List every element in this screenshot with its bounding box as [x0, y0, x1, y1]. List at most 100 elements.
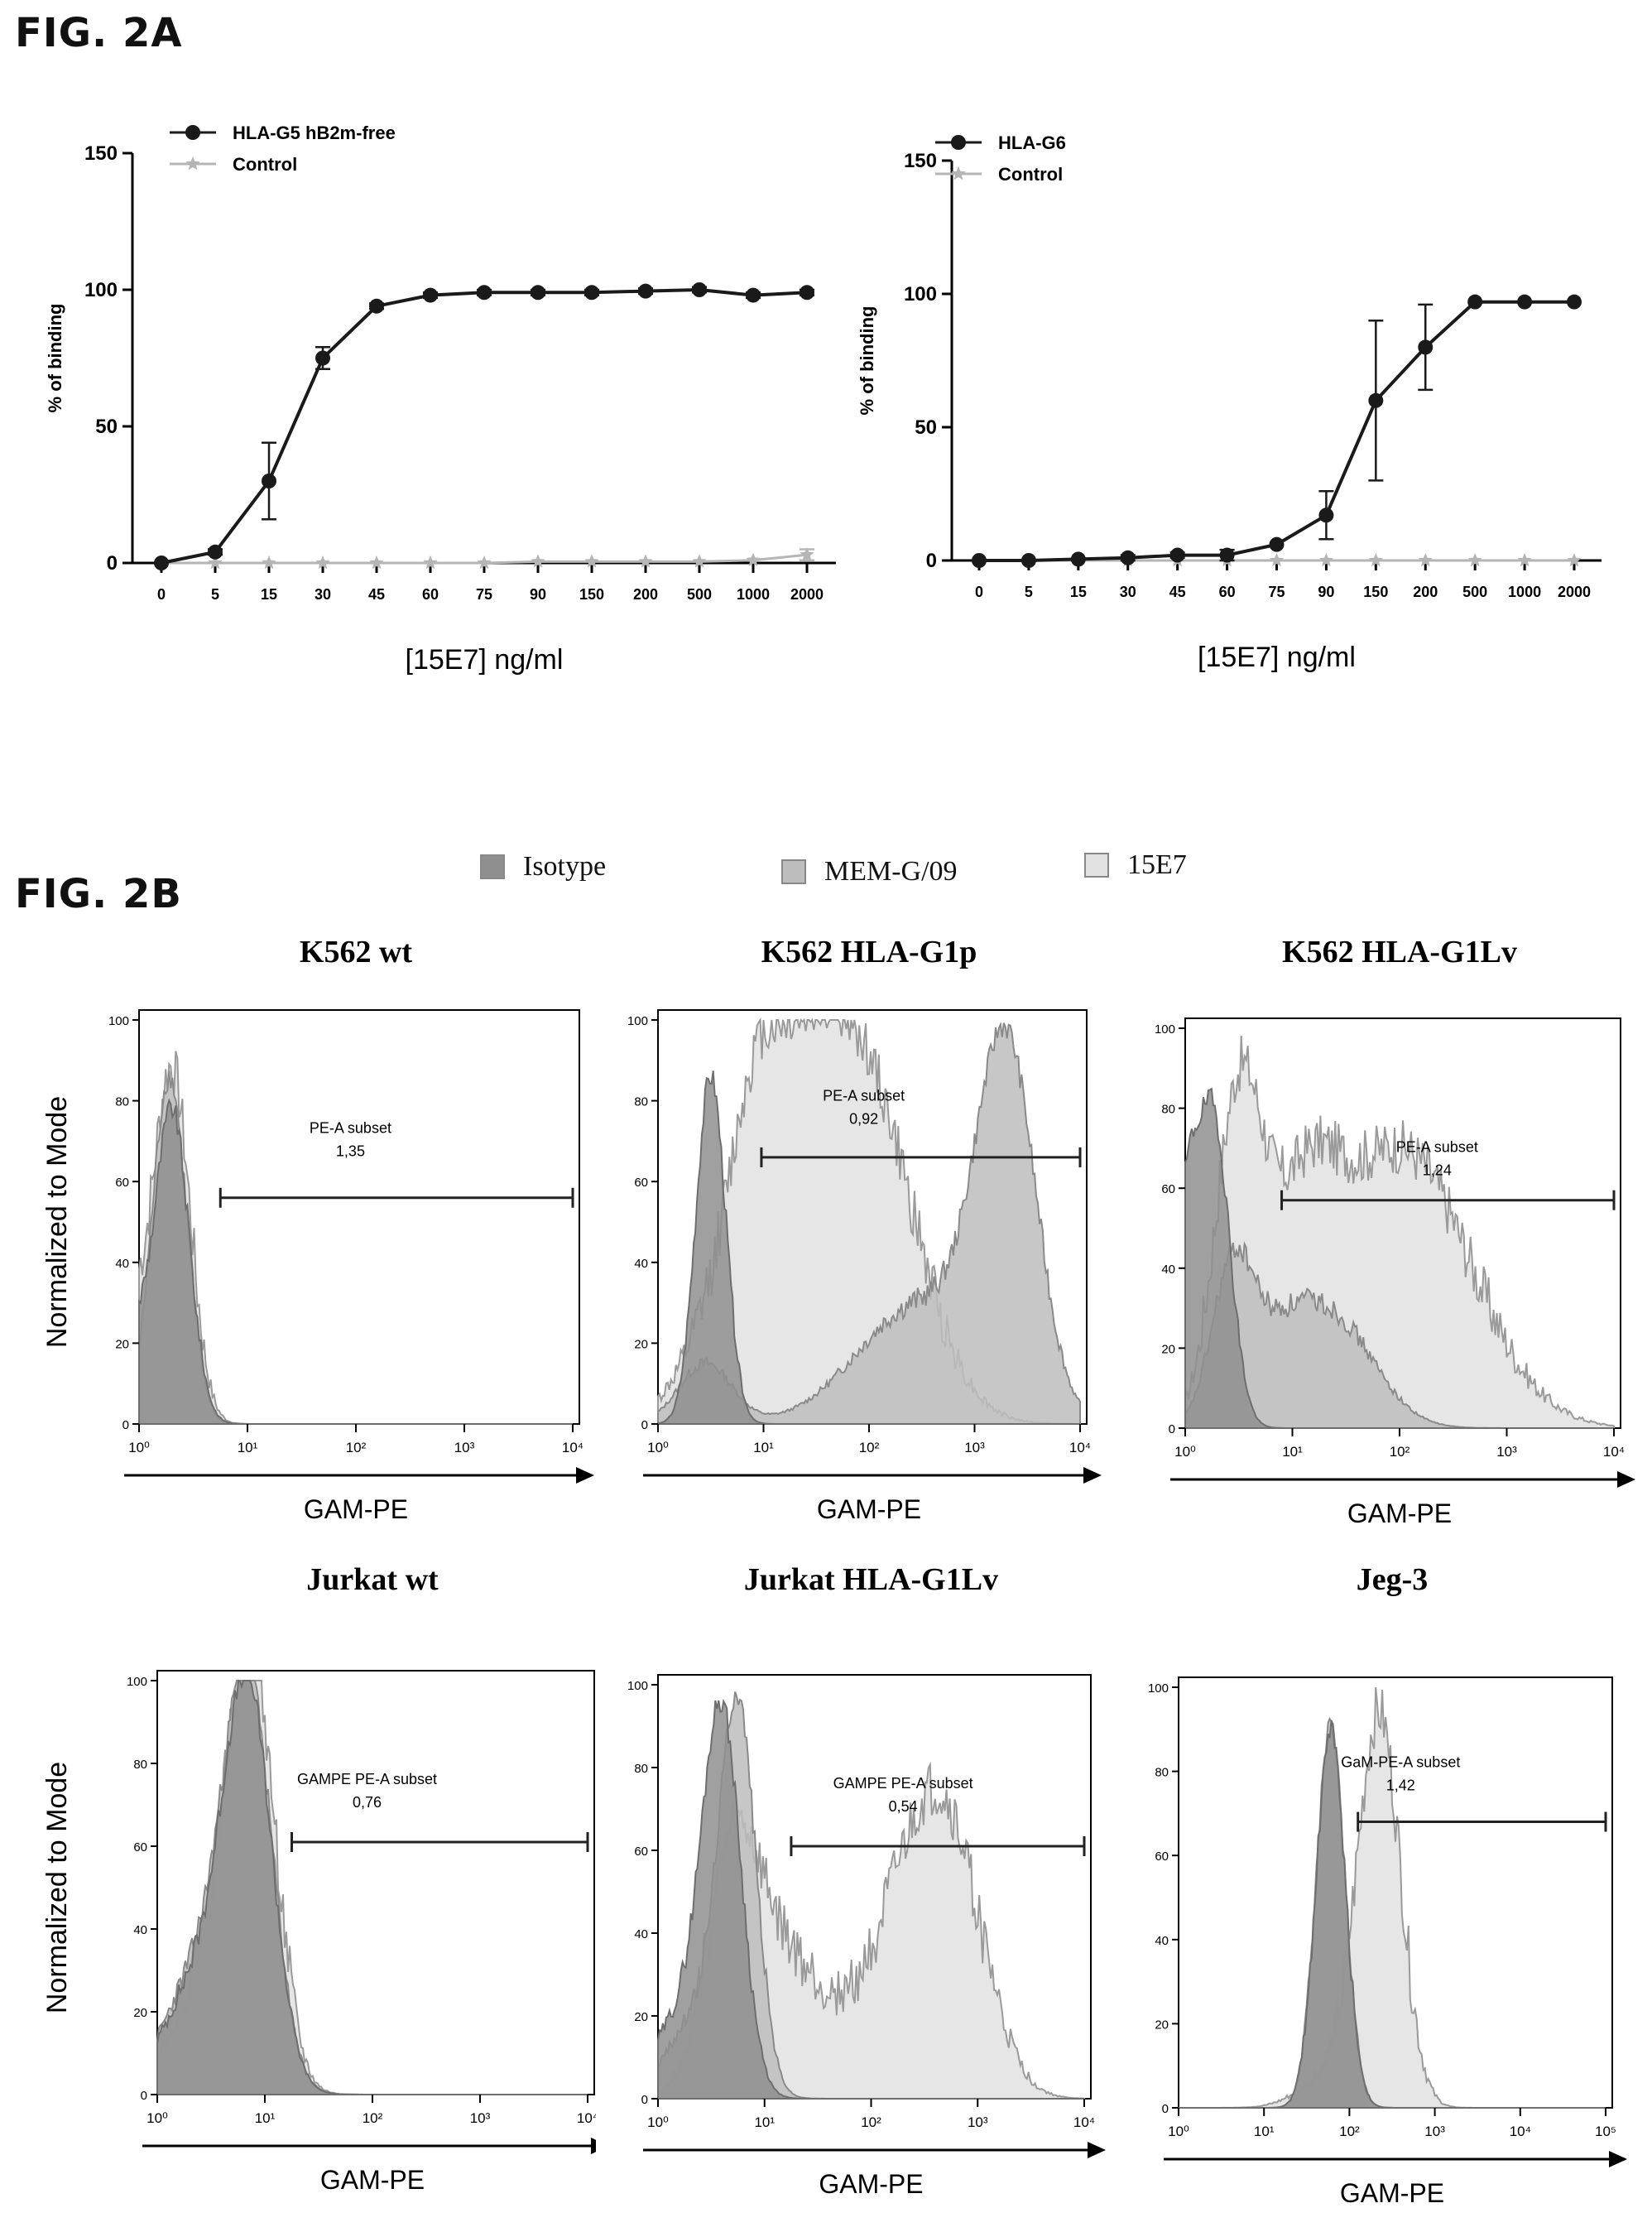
legend-marker	[185, 125, 200, 140]
data-point	[746, 552, 761, 566]
histogram-iso	[1179, 1720, 1606, 2109]
isotype-swatch	[480, 854, 505, 879]
x-tick-label: 2000	[1558, 584, 1591, 600]
gate-label: GaM-PE-A subset	[1341, 1754, 1460, 1771]
y-tick-label: 0	[1162, 2102, 1169, 2116]
x-tick-label: 5	[1025, 584, 1033, 600]
panel-title: K562 wt	[300, 935, 413, 969]
y-tick-label: 150	[84, 142, 118, 165]
y-tick-label: 80	[115, 1095, 129, 1109]
data-point	[315, 350, 330, 366]
legend-marker	[951, 135, 966, 150]
data-point	[1269, 536, 1285, 552]
x-tick-label: 15	[1070, 584, 1087, 600]
data-point	[1418, 339, 1433, 355]
gate-value: 0,76	[353, 1794, 382, 1811]
data-point	[1169, 547, 1185, 563]
data-point	[154, 556, 169, 570]
y-tick-label: 0	[926, 550, 937, 572]
y-tick-label: 0	[641, 1418, 648, 1432]
histogram-iso	[156, 1679, 588, 2095]
y-tick-label: 50	[915, 416, 937, 439]
y-tick-label: 100	[904, 283, 937, 305]
y-tick-label: 60	[115, 1176, 129, 1190]
data-point	[423, 556, 438, 570]
y-tick-label: 40	[1155, 1934, 1169, 1948]
legend-isotype-label: Isotype	[523, 851, 607, 882]
x-tick-label: 1000	[1508, 584, 1541, 600]
y-tick-label: 40	[115, 1257, 129, 1271]
data-point	[1269, 553, 1285, 567]
data-point	[208, 556, 223, 570]
gate-label: PE-A subset	[1396, 1139, 1478, 1156]
panel-title: K562 HLA-G1Lv	[1282, 935, 1517, 969]
x-tick-label: 75	[1268, 584, 1285, 600]
legend-label: Control	[233, 154, 297, 175]
y-tick-label: 60	[1155, 1850, 1169, 1864]
y-tick-label: 80	[634, 1762, 648, 1776]
x-tick-label: 10¹	[1254, 2124, 1275, 2139]
y-tick-label: 40	[634, 1927, 648, 1941]
y-tick-label: 100	[127, 1675, 147, 1689]
x-axis-label: GAM-PE	[819, 2169, 923, 2199]
x-tick-label: 45	[1169, 584, 1186, 600]
x-tick-label: 10⁰	[1174, 1444, 1196, 1460]
data-point	[972, 553, 987, 568]
data-point	[1219, 547, 1235, 563]
legend-label: HLA-G6	[998, 132, 1066, 153]
panel-title: Jurkat wt	[306, 1562, 439, 1597]
data-point	[262, 556, 276, 570]
flow-histogram-k562-hla-g1lv: K562 HLA-G1Lv 0 20 40 60 80 100 10⁰ 10¹ 10² 10³ 10⁴…	[1155, 935, 1635, 1528]
data-point	[584, 554, 599, 568]
data-point	[208, 544, 223, 560]
data-point	[638, 283, 653, 299]
gate-value: 0,92	[849, 1111, 878, 1128]
axis-arrow-head	[591, 2138, 596, 2154]
x-tick-label: 60	[1219, 584, 1236, 600]
y-tick-label: 60	[1161, 1182, 1175, 1196]
x-axis-label: GAM-PE	[304, 1494, 408, 1524]
x-tick-label: 10⁰	[1168, 2124, 1189, 2139]
legend-marker	[951, 166, 966, 180]
gate-value: 1,24	[1423, 1162, 1452, 1179]
x-axis-label: [15E7] ng/ml	[406, 644, 564, 676]
x-tick-label: 200	[1413, 584, 1438, 600]
x-tick-label: 10²	[363, 2110, 383, 2126]
data-point	[369, 298, 384, 314]
x-tick-label: 90	[530, 586, 546, 603]
y-tick-label: 50	[95, 416, 118, 438]
y-tick-label: 100	[1148, 1681, 1169, 1696]
data-point	[1567, 553, 1582, 567]
x-tick-label: 45	[368, 586, 385, 603]
y-tick-label: 80	[133, 1758, 147, 1772]
gate-label: GAMPE PE-A subset	[297, 1771, 437, 1787]
x-tick-label: 10⁴	[1073, 2114, 1095, 2130]
y-tick-label: 20	[634, 2010, 648, 2024]
y-tick-label: 0	[1169, 1422, 1175, 1436]
data-point	[423, 287, 438, 303]
y-tick-label: 0	[107, 552, 118, 575]
y-tick-label: 40	[1161, 1263, 1175, 1277]
legend-mem-g09: MEM-G/09	[781, 856, 958, 888]
x-tick-label: 10²	[859, 1440, 880, 1455]
x-tick-label: 10²	[861, 2114, 881, 2130]
flow-histogram-k562-wt: K562 wt 0 20 40 60 80 100 10⁰ 10¹ 10² 10³ 10⁴ PE-A s…	[41, 935, 594, 1524]
x-tick-label: 90	[1318, 584, 1334, 600]
x-tick-label: 10³	[454, 1440, 475, 1455]
x-tick-label: 10¹	[238, 1440, 258, 1455]
x-tick-label: 10²	[1339, 2124, 1360, 2139]
x-tick-label: 10⁵	[1595, 2124, 1616, 2139]
flow-histogram-k562-hla-g1p: K562 HLA-G1p 0 20 40 60 80 100 10⁰ 10¹ 10² 10³ 10⁴ P…	[627, 935, 1102, 1524]
x-tick-label: 10²	[346, 1440, 367, 1455]
y-tick-label: 0	[141, 2089, 147, 2103]
series-line	[161, 287, 808, 565]
y-tick-label: 60	[634, 1176, 648, 1190]
y-tick-label: 150	[904, 150, 937, 172]
data-point	[369, 556, 384, 570]
x-tick-label: 10⁴	[1069, 1440, 1091, 1455]
x-tick-label: 150	[1363, 584, 1388, 600]
x-tick-label: 10⁰	[647, 2114, 669, 2130]
x-tick-label: 10¹	[255, 2110, 276, 2126]
x-axis-label: GAM-PE	[1340, 2178, 1444, 2208]
x-tick-label: 10²	[1390, 1444, 1410, 1460]
